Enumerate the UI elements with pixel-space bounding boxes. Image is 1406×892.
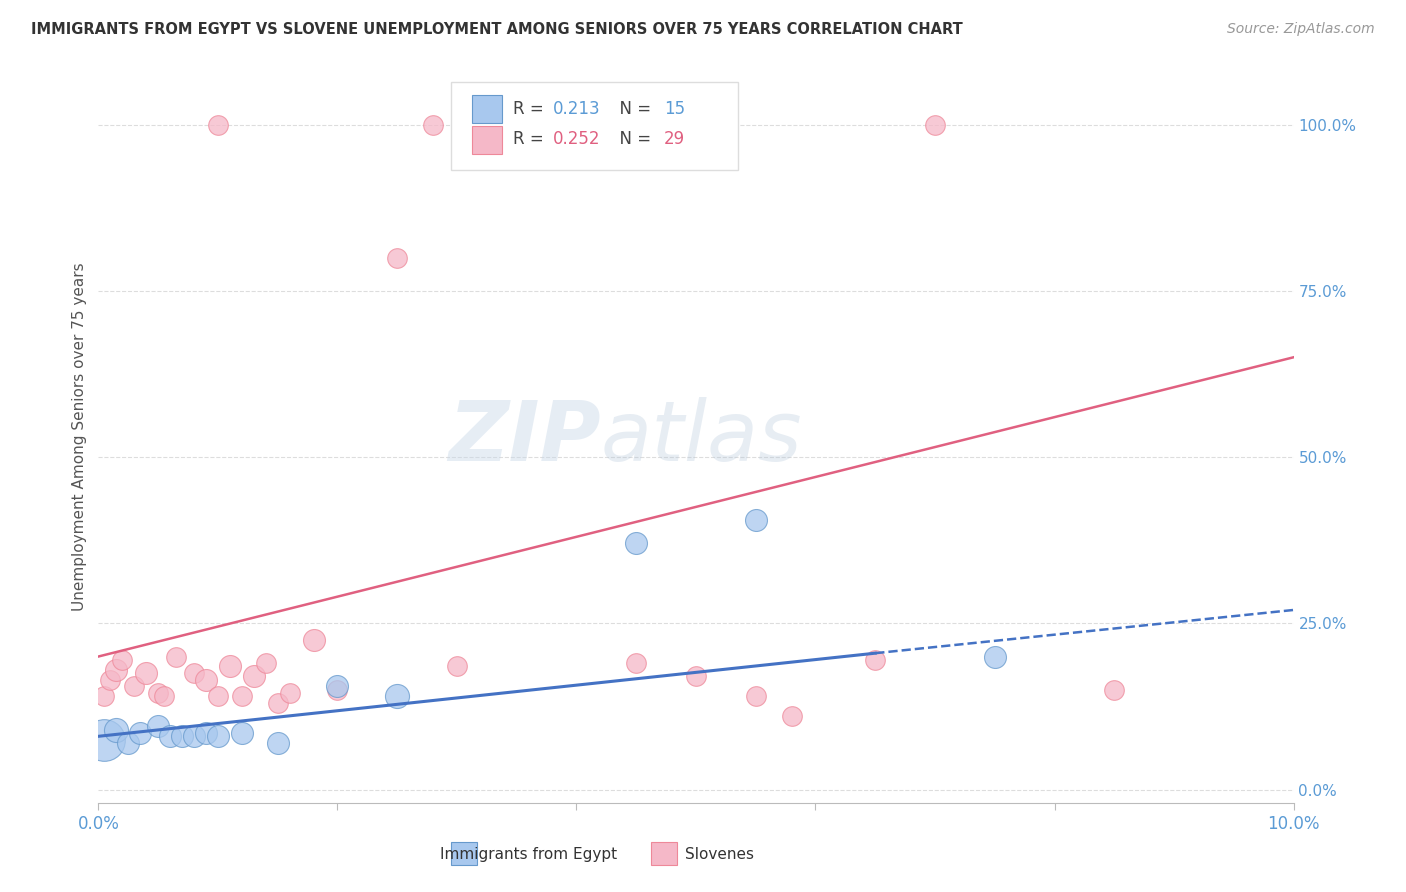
Point: [105, 663, 128, 677]
Text: Source: ZipAtlas.com: Source: ZipAtlas.com: [1227, 22, 1375, 37]
Point: [207, 690, 229, 704]
Text: IMMIGRANTS FROM EGYPT VS SLOVENE UNEMPLOYMENT AMONG SENIORS OVER 75 YEARS CORREL: IMMIGRANTS FROM EGYPT VS SLOVENE UNEMPLO…: [31, 22, 963, 37]
Point: [207, 118, 229, 132]
Point: [148, 686, 170, 700]
Point: [385, 251, 409, 265]
Point: [111, 653, 134, 667]
Text: ZIP: ZIP: [447, 397, 600, 477]
Point: [481, 118, 505, 132]
Point: [278, 686, 301, 700]
Text: 29: 29: [664, 130, 685, 148]
Text: 0.213: 0.213: [553, 100, 600, 118]
Text: 15: 15: [664, 100, 685, 118]
Point: [780, 709, 803, 723]
Point: [93, 732, 115, 747]
Point: [219, 659, 242, 673]
Point: [924, 118, 946, 132]
Point: [165, 649, 187, 664]
Text: N =: N =: [609, 100, 657, 118]
Point: [124, 680, 146, 694]
Point: [207, 729, 229, 743]
Point: [984, 649, 1007, 664]
Point: [626, 656, 648, 670]
Point: [865, 653, 887, 667]
Point: [685, 669, 707, 683]
Point: [267, 696, 290, 710]
Point: [565, 118, 588, 132]
Point: [302, 632, 325, 647]
Point: [243, 669, 266, 683]
Point: [745, 690, 768, 704]
Point: [153, 690, 176, 704]
Point: [183, 729, 205, 743]
Point: [135, 666, 157, 681]
Text: N =: N =: [609, 130, 657, 148]
Point: [231, 690, 253, 704]
Text: Slovenes: Slovenes: [685, 847, 755, 862]
Point: [254, 656, 277, 670]
Point: [422, 118, 444, 132]
Point: [98, 673, 122, 687]
Point: [159, 729, 181, 743]
FancyBboxPatch shape: [651, 841, 676, 865]
Point: [195, 673, 218, 687]
Point: [129, 726, 152, 740]
Point: [231, 726, 253, 740]
Point: [446, 659, 468, 673]
FancyBboxPatch shape: [472, 126, 502, 154]
Point: [385, 690, 409, 704]
FancyBboxPatch shape: [451, 841, 477, 865]
Point: [195, 726, 218, 740]
Point: [105, 723, 128, 737]
Text: R =: R =: [513, 130, 550, 148]
Point: [745, 513, 768, 527]
FancyBboxPatch shape: [451, 82, 738, 170]
Text: R =: R =: [513, 100, 550, 118]
Text: 0.252: 0.252: [553, 130, 600, 148]
Point: [626, 536, 648, 550]
Point: [93, 690, 115, 704]
Text: atlas: atlas: [600, 397, 801, 477]
Point: [183, 666, 205, 681]
Text: Immigrants from Egypt: Immigrants from Egypt: [440, 847, 617, 862]
Point: [172, 729, 194, 743]
Point: [267, 736, 290, 750]
FancyBboxPatch shape: [472, 95, 502, 122]
Point: [148, 719, 170, 733]
Point: [117, 736, 139, 750]
Point: [1104, 682, 1126, 697]
Point: [326, 682, 349, 697]
Y-axis label: Unemployment Among Seniors over 75 years: Unemployment Among Seniors over 75 years: [72, 263, 87, 611]
Point: [326, 680, 349, 694]
